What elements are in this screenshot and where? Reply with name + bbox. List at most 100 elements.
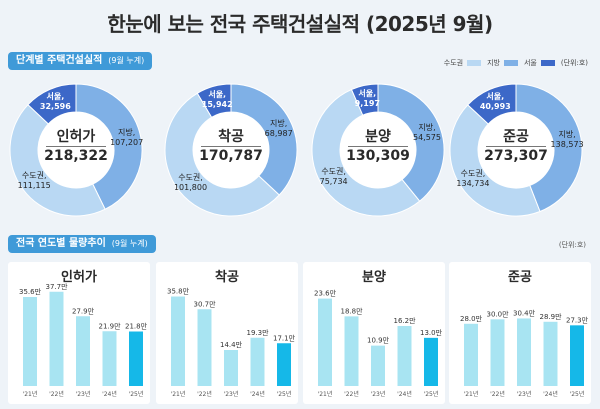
bar (543, 321, 558, 386)
bar-value-label: 35.6만 (19, 287, 42, 296)
bar-category-label: '22년 (49, 390, 64, 398)
bar (464, 323, 478, 386)
bar-category-label: '22년 (344, 390, 359, 398)
bar-panel-title: 인허가 (61, 270, 97, 285)
section-tag-trend: 전국 연도별 물량추이 (9월 누계) (8, 235, 156, 253)
bar-value-label: 30.7만 (193, 299, 216, 308)
bar-category-label: '24년 (250, 390, 265, 398)
donut-center-total: 170,787 (199, 148, 263, 164)
donut-slice-label-seoul: 서울, 40,993 (473, 92, 517, 112)
donut-slice-label-sudo: 수도권, 101,800 (169, 173, 213, 193)
slice-value: 40,993 (479, 102, 511, 112)
donut-svg (164, 83, 298, 217)
slice-name: 수도권, (460, 169, 486, 179)
donut-slice-sudo (311, 88, 421, 217)
slice-name: 지방, (118, 128, 136, 138)
bar (250, 337, 265, 386)
donut-slice-label-sudo: 수도권, 111,115 (12, 171, 56, 191)
donut-svg (9, 83, 143, 217)
bar (102, 331, 117, 386)
slice-name: 지방, (418, 122, 436, 132)
bar (171, 296, 185, 386)
bar (129, 331, 143, 386)
bar-panel-starts: 착공 35.8만 '21년 30.7만 '22년 14.4만 '23년 19.3만 '24년 17… (156, 262, 298, 404)
donut-center-divider (201, 146, 261, 147)
slice-value: 68,987 (264, 129, 293, 139)
bar-value-label: 35.8만 (167, 287, 190, 296)
slice-value: 75,734 (319, 177, 348, 187)
bar-value-label: 30.4만 (513, 308, 536, 317)
bar-category-label: '25년 (424, 390, 439, 398)
bar-category-label: '25년 (570, 390, 585, 398)
bar-value-label: 17.1만 (273, 333, 296, 342)
legend-swatch-jibang (503, 60, 518, 66)
bar-category-label: '22년 (197, 390, 212, 398)
bar (23, 297, 37, 386)
bar (76, 316, 90, 386)
bar (224, 350, 238, 386)
slice-value: 9,197 (354, 99, 380, 109)
donut-hole (38, 112, 114, 188)
slice-name: 서울, (358, 89, 377, 99)
donut-center-divider (46, 146, 106, 147)
bar-panel-sales: 분양 23.6만 '21년 18.8만 '22년 10.9만 '23년 16.2만 '24년 13… (303, 262, 445, 404)
trend-unit: (단위:호) (558, 241, 586, 249)
donut-slice-label-jibang: 지방, 54,575 (405, 123, 449, 143)
slice-name: 수도권, (321, 167, 346, 177)
bar-chart-svg: 23.6만 '21년 18.8만 '22년 10.9만 '23년 16.2만 '24년 13.0… (314, 289, 443, 398)
section-tag-sub: (9월 누계) (108, 56, 145, 65)
donut-slice-label-seoul: 서울, 9,197 (345, 89, 389, 109)
legend-label-seoul: 서울 (523, 59, 537, 67)
bar-value-label: 16.2만 (393, 316, 416, 325)
slice-value: 32,596 (39, 102, 71, 112)
donut-svg (311, 83, 445, 217)
donut-chart-permits: 인허가 218,322 서울, 32,596 지방, 107,207 수도권, 111,115 (8, 82, 144, 218)
donut-center-label: 준공 (503, 129, 529, 145)
bar-chart-svg: 35.8만 '21년 30.7만 '22년 14.4만 '23년 19.3만 '24년 17.1… (167, 287, 296, 399)
slice-name: 지방, (270, 119, 288, 129)
slice-name: 수도권, (178, 172, 203, 182)
bar-value-label: 28.9만 (539, 312, 562, 321)
section-tag-label: 단계별 주택건설실적 (16, 55, 103, 66)
bar-value-label: 18.8만 (340, 306, 363, 315)
slice-value: 107,207 (110, 138, 144, 148)
donut-slice-label-sudo: 수도권, 134,734 (451, 169, 495, 189)
slice-name: 지방, (558, 130, 576, 140)
section-tag-label-2: 전국 연도별 물량추이 (16, 238, 106, 249)
donut-slice-label-seoul: 서울, 15,942 (195, 90, 239, 110)
bar-category-label: '25년 (277, 390, 292, 398)
bar (424, 337, 438, 386)
slice-name: 서울, (486, 92, 505, 102)
donut-hole (193, 112, 269, 188)
bar-value-label: 21.9만 (98, 321, 121, 330)
donut-slice-label-seoul: 서울, 32,596 (33, 92, 77, 112)
legend-label-jibang: 지방 (487, 59, 500, 67)
section-tag-stages: 단계별 주택건설실적 (9월 누계) (8, 52, 153, 70)
bar-category-label: '21년 (23, 390, 38, 398)
donut-center-divider (486, 146, 546, 147)
bar-value-label: 37.7만 (45, 282, 68, 291)
legend-swatch-seoul (540, 60, 555, 66)
bar-chart-svg: 28.0만 '21년 30.0만 '22년 30.4만 '23년 28.9만 '24년 27.3… (460, 308, 589, 398)
donut-center-total: 273,307 (484, 148, 548, 164)
bar (570, 325, 584, 386)
bar (318, 298, 332, 386)
donut-center-divider (348, 146, 408, 147)
page-title: 한눈에 보는 전국 주택건설실적 (2025년 9월) (107, 12, 493, 36)
bar-category-label: '24년 (543, 390, 558, 398)
slice-name: 서울, (208, 89, 227, 99)
bar-chart-svg: 35.6만 '21년 37.7만 '22년 27.9만 '23년 21.9만 '24년 21.8… (19, 282, 148, 398)
donut-center-total: 218,322 (44, 148, 108, 164)
donut-center-label: 착공 (218, 129, 244, 145)
donut-chart-completion: 준공 273,307 서울, 40,993 지방, 138,573 수도권, 134,734 (448, 82, 584, 218)
slice-value: 101,800 (173, 182, 208, 192)
bar-value-label: 13.0만 (420, 328, 443, 337)
bar-value-label: 21.8만 (125, 322, 148, 331)
bar-value-label: 30.0만 (486, 309, 509, 318)
donut-center-label: 인허가 (56, 129, 96, 145)
legend-label-sudo: 수도권 (443, 59, 464, 67)
bar-value-label: 23.6만 (314, 289, 337, 298)
donut-slice-label-jibang: 지방, 107,207 (105, 128, 149, 148)
bar-category-label: '24년 (397, 390, 412, 398)
bar-value-label: 27.9만 (72, 306, 95, 315)
